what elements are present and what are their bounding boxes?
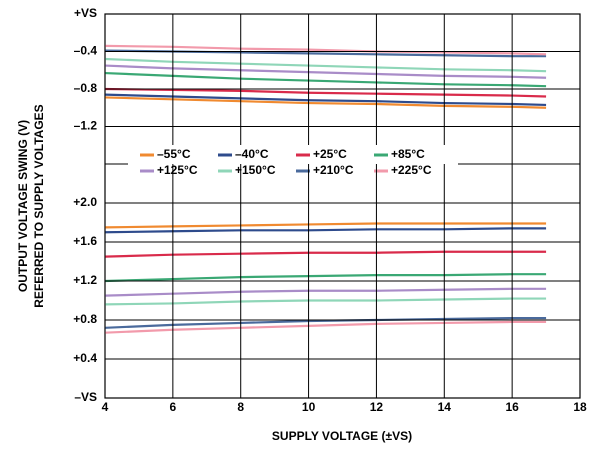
legend-label: +150°C [235, 163, 276, 177]
data-line [104, 87, 547, 98]
y-tick-label: –0.8 [74, 81, 98, 95]
data-line [104, 320, 547, 334]
x-tick-label: 4 [102, 400, 109, 414]
x-tick-label: 10 [302, 400, 316, 414]
x-tick-label: 12 [370, 400, 384, 414]
data-line [104, 273, 547, 283]
legend-background [128, 145, 458, 181]
legend-label: –40°C [235, 147, 269, 161]
y-tick-label: –1.2 [74, 119, 98, 133]
data-line [104, 297, 547, 306]
legend-label: +125°C [157, 163, 198, 177]
data-line [104, 57, 547, 73]
lines-layer [104, 44, 547, 334]
plot-frame [104, 13, 581, 399]
y-tick-label: +0.4 [73, 351, 97, 365]
data-line [104, 250, 547, 258]
data-line [104, 222, 547, 229]
data-line [104, 44, 547, 56]
data-line [104, 64, 547, 79]
data-line [104, 71, 547, 88]
x-tick-label: 8 [237, 400, 244, 414]
legend: –55°C –40°C +25°C +85°C +125°C +150°C +210°C +2… [128, 145, 458, 181]
y-tick-label: +VS [74, 6, 97, 20]
data-line [104, 227, 547, 234]
data-line [104, 96, 547, 109]
y-tick-label: –0.4 [74, 44, 98, 58]
data-line [104, 287, 547, 297]
legend-label: +85°C [391, 147, 425, 161]
x-axis-title: SUPPLY VOLTAGE (±VS) [272, 429, 412, 443]
x-tick-label: 18 [573, 400, 587, 414]
y-tick-label: +1.2 [73, 273, 97, 287]
y-tick-label: –VS [74, 390, 97, 404]
legend-label: –55°C [157, 147, 191, 161]
x-tick-label: 6 [170, 400, 177, 414]
legend-label: +25°C [313, 147, 347, 161]
data-line [104, 93, 547, 107]
legend-label: +210°C [313, 163, 354, 177]
y-tick-label: +2.0 [73, 195, 97, 209]
legend-label: +225°C [391, 163, 432, 177]
x-tick-label: 14 [438, 400, 452, 414]
x-tick-label: 16 [505, 400, 519, 414]
y-axis-title: OUTPUT VOLTAGE SWING (V) [16, 120, 30, 292]
y-tick-label: +1.6 [73, 234, 97, 248]
y-axis-title: REFERRED TO SUPPLY VOLTAGES [32, 104, 46, 307]
y-tick-label: +0.8 [73, 312, 97, 326]
